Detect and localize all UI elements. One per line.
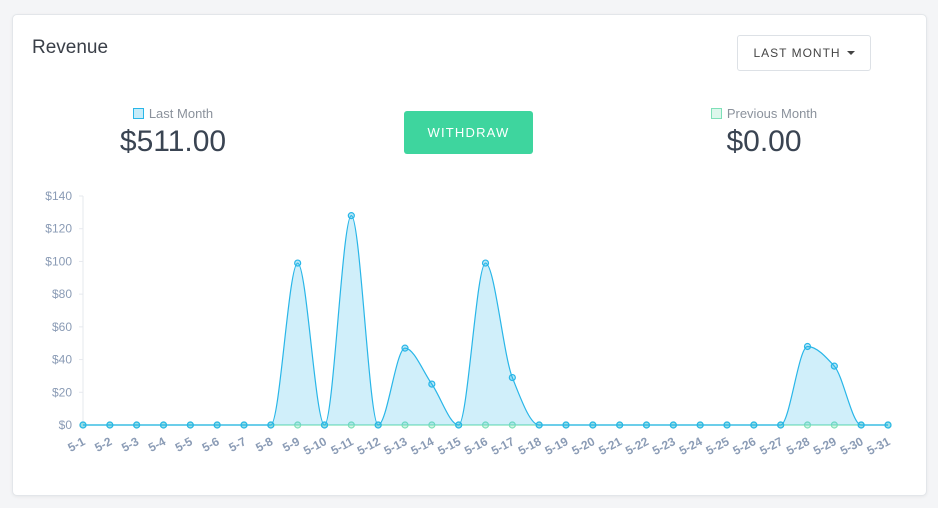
data-point xyxy=(133,421,141,429)
x-tick-label: 5-10 xyxy=(301,434,329,458)
data-point xyxy=(803,421,812,429)
x-tick-label: 5-21 xyxy=(596,434,624,458)
x-tick-label: 5-4 xyxy=(146,434,168,455)
data-point xyxy=(79,421,87,429)
data-point xyxy=(857,421,865,429)
x-tick-label: 5-19 xyxy=(543,434,571,458)
data-point xyxy=(428,380,436,388)
period-label: LAST MONTH xyxy=(753,46,841,60)
y-tick-label: $140 xyxy=(45,189,72,203)
data-point xyxy=(347,421,355,429)
data-point xyxy=(347,212,355,220)
x-tick-label: 5-7 xyxy=(227,434,249,455)
data-point xyxy=(589,421,597,429)
y-tick-label: $100 xyxy=(45,254,72,268)
series-area xyxy=(83,215,888,425)
x-tick-label: 5-16 xyxy=(462,434,490,458)
x-tick-label: 5-28 xyxy=(784,434,812,458)
y-tick-label: $60 xyxy=(52,320,72,334)
legend-label: Last Month xyxy=(148,106,214,121)
data-point xyxy=(106,421,114,429)
series-total: $511.00 xyxy=(119,125,227,158)
data-point xyxy=(240,421,248,429)
data-point xyxy=(696,421,704,429)
data-point xyxy=(777,421,785,429)
x-tick-label: 5-27 xyxy=(757,434,785,458)
x-tick-label: 5-30 xyxy=(838,434,866,458)
series-line xyxy=(82,215,888,426)
data-point xyxy=(320,421,329,429)
x-tick-label: 5-31 xyxy=(865,434,893,458)
x-tick-label: 5-23 xyxy=(650,434,678,458)
x-tick-label: 5-1 xyxy=(66,434,88,455)
data-point xyxy=(186,421,194,429)
x-tick-label: 5-15 xyxy=(435,434,463,458)
data-point xyxy=(455,421,463,429)
legend-swatch xyxy=(132,108,144,119)
y-tick-label: $20 xyxy=(52,385,72,399)
data-point xyxy=(481,259,490,267)
x-tick-label: 5-20 xyxy=(569,434,597,458)
data-point xyxy=(481,421,490,429)
data-point xyxy=(616,421,624,429)
data-point xyxy=(294,421,302,429)
data-point xyxy=(535,421,543,429)
x-tick-label: 5-26 xyxy=(730,434,758,458)
data-point xyxy=(803,342,812,351)
x-tick-label: 5-3 xyxy=(119,434,141,455)
period-dropdown[interactable]: LAST MONTH xyxy=(737,35,871,71)
legend-item: Previous Month xyxy=(664,106,864,121)
data-point xyxy=(508,373,516,382)
y-tick-label: $40 xyxy=(52,353,72,367)
x-tick-label: 5-13 xyxy=(382,434,410,458)
x-tick-label: 5-25 xyxy=(704,434,732,458)
x-tick-label: 5-24 xyxy=(677,434,705,458)
x-tick-label: 5-5 xyxy=(173,434,195,455)
revenue-card: Revenue LAST MONTH WITHDRAW Last Month $… xyxy=(12,14,927,496)
data-point xyxy=(294,259,302,267)
data-point xyxy=(401,421,409,429)
caret xyxy=(846,51,855,55)
data-point xyxy=(159,421,168,429)
x-tick-label: 5-29 xyxy=(811,434,839,458)
legend-item: Last Month xyxy=(73,106,273,121)
x-tick-label: 5-17 xyxy=(489,434,517,458)
data-point xyxy=(428,421,436,429)
x-tick-label: 5-12 xyxy=(355,434,383,458)
card-title: Revenue xyxy=(32,37,109,58)
data-point xyxy=(830,362,838,370)
data-point xyxy=(374,421,382,429)
data-point xyxy=(267,421,275,429)
data-point xyxy=(213,421,221,429)
x-tick-label: 5-8 xyxy=(253,434,275,455)
legend-swatch xyxy=(710,108,722,119)
series-total: $0.00 xyxy=(726,125,802,158)
y-tick-label: $80 xyxy=(52,287,72,301)
data-point xyxy=(401,344,409,352)
data-point xyxy=(508,421,516,429)
x-tick-label: 5-11 xyxy=(329,434,356,457)
x-tick-label: 5-14 xyxy=(408,434,436,458)
y-tick-label: $120 xyxy=(45,222,72,236)
data-point xyxy=(830,421,838,429)
data-point xyxy=(884,421,892,429)
data-point xyxy=(750,421,758,429)
data-point xyxy=(723,421,731,429)
x-tick-label: 5-22 xyxy=(623,434,651,458)
x-tick-label: 5-18 xyxy=(516,434,544,458)
data-point xyxy=(562,421,570,429)
data-point xyxy=(642,421,651,429)
y-tick-label: $0 xyxy=(59,418,73,432)
withdraw-button[interactable]: WITHDRAW xyxy=(404,111,533,154)
data-point xyxy=(669,421,677,429)
x-tick-label: 5-2 xyxy=(92,434,114,455)
legend-label: Previous Month xyxy=(726,106,818,121)
x-tick-label: 5-6 xyxy=(200,434,222,455)
x-tick-label: 5-9 xyxy=(280,434,302,455)
